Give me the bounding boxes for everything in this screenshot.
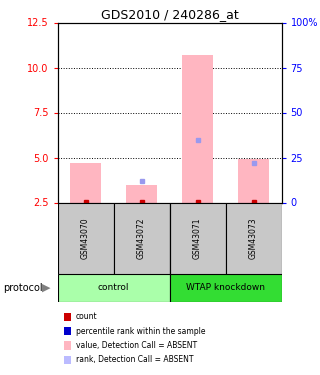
Bar: [126, 184, 157, 202]
Text: protocol: protocol: [3, 283, 43, 293]
Text: WTAP knockdown: WTAP knockdown: [186, 284, 265, 292]
Text: control: control: [98, 284, 129, 292]
Bar: [182, 55, 213, 202]
Bar: [170, 202, 226, 274]
Bar: [170, 274, 282, 302]
Bar: [238, 159, 269, 202]
Bar: [70, 163, 101, 202]
Text: GSM43071: GSM43071: [193, 217, 202, 259]
Text: percentile rank within the sample: percentile rank within the sample: [76, 327, 205, 336]
Text: count: count: [76, 312, 98, 321]
Text: GSM43073: GSM43073: [249, 217, 258, 259]
Bar: [58, 274, 170, 302]
Bar: [114, 202, 170, 274]
Text: value, Detection Call = ABSENT: value, Detection Call = ABSENT: [76, 341, 197, 350]
Text: GSM43070: GSM43070: [81, 217, 90, 259]
Text: rank, Detection Call = ABSENT: rank, Detection Call = ABSENT: [76, 355, 193, 364]
Bar: [226, 202, 282, 274]
Text: GSM43072: GSM43072: [137, 217, 146, 259]
Title: GDS2010 / 240286_at: GDS2010 / 240286_at: [101, 8, 238, 21]
Bar: [58, 202, 114, 274]
Text: ▶: ▶: [42, 283, 50, 293]
